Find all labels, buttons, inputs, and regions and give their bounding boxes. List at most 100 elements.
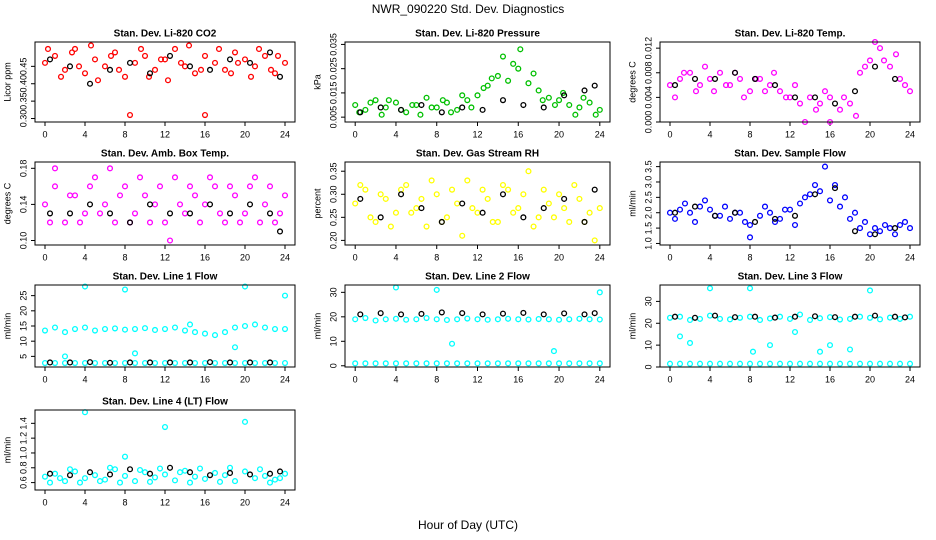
point bbox=[520, 214, 527, 221]
point bbox=[256, 219, 264, 226]
x-tick-label: 24 bbox=[905, 129, 915, 139]
point bbox=[71, 325, 79, 333]
point bbox=[561, 205, 568, 212]
point bbox=[836, 106, 844, 113]
point bbox=[438, 109, 445, 116]
panel: Stan. Dev. Line 2 Flow ml/min 0 4 8 12 16 20 24 0… bbox=[312, 272, 611, 384]
point bbox=[566, 316, 573, 323]
y-tick-label: 0.005 bbox=[328, 106, 338, 129]
point bbox=[216, 210, 224, 217]
point bbox=[131, 350, 139, 357]
point bbox=[796, 100, 804, 107]
point bbox=[776, 360, 784, 367]
point bbox=[580, 94, 587, 101]
point bbox=[782, 94, 790, 101]
point bbox=[106, 471, 114, 478]
point bbox=[696, 360, 704, 367]
point bbox=[164, 77, 172, 84]
point bbox=[61, 66, 69, 73]
point bbox=[776, 313, 784, 320]
point bbox=[261, 52, 269, 59]
point bbox=[545, 94, 552, 101]
point bbox=[676, 333, 684, 340]
point bbox=[56, 475, 64, 482]
x-tick-label: 8 bbox=[434, 252, 439, 262]
x-tick-label: 24 bbox=[280, 252, 290, 262]
panel-title: Stan. Dev. Li-820 Pressure bbox=[415, 29, 540, 40]
point bbox=[831, 100, 839, 107]
point bbox=[236, 219, 244, 226]
point bbox=[276, 210, 284, 217]
point bbox=[206, 359, 214, 366]
point bbox=[106, 165, 114, 172]
point bbox=[281, 470, 289, 477]
y-tick-label: 10 bbox=[643, 340, 653, 350]
point bbox=[413, 205, 420, 212]
point bbox=[711, 75, 719, 82]
point bbox=[382, 360, 389, 367]
point bbox=[545, 316, 552, 323]
point bbox=[61, 329, 69, 336]
point bbox=[781, 206, 789, 213]
point bbox=[816, 360, 824, 367]
panel-title: Stan. Dev. Line 1 Flow bbox=[113, 272, 218, 283]
point bbox=[706, 75, 714, 82]
point bbox=[101, 201, 109, 208]
point bbox=[146, 478, 154, 485]
point bbox=[71, 360, 79, 367]
point bbox=[246, 59, 254, 66]
point bbox=[811, 182, 819, 189]
point bbox=[816, 315, 824, 322]
point bbox=[106, 210, 114, 217]
point bbox=[266, 359, 274, 366]
point bbox=[676, 360, 684, 367]
point bbox=[91, 360, 99, 367]
point bbox=[357, 311, 364, 318]
point bbox=[428, 104, 435, 111]
plot-frame bbox=[34, 41, 296, 123]
point bbox=[234, 59, 242, 66]
point bbox=[826, 360, 834, 367]
point bbox=[266, 49, 274, 56]
point bbox=[66, 63, 74, 70]
point bbox=[251, 360, 259, 367]
point bbox=[111, 360, 119, 367]
point bbox=[474, 316, 481, 323]
point bbox=[161, 423, 169, 431]
point bbox=[776, 215, 784, 222]
point bbox=[711, 212, 719, 219]
point bbox=[831, 314, 839, 321]
point bbox=[746, 88, 754, 95]
point bbox=[876, 45, 884, 52]
point bbox=[836, 316, 844, 323]
y-tick-label: 0.20 bbox=[328, 232, 338, 250]
point bbox=[866, 287, 874, 294]
x-tick-label: 16 bbox=[200, 252, 210, 262]
x-tick-label: 8 bbox=[122, 374, 127, 384]
point bbox=[201, 111, 209, 119]
point bbox=[141, 52, 149, 59]
y-tick-label: 1.0 bbox=[643, 237, 653, 250]
point bbox=[61, 360, 69, 367]
point bbox=[561, 195, 568, 202]
point bbox=[468, 104, 475, 111]
point bbox=[382, 104, 389, 111]
point bbox=[901, 82, 909, 89]
point bbox=[251, 63, 259, 70]
point bbox=[464, 177, 471, 184]
y-tick-label: 0.35 bbox=[328, 162, 338, 180]
point bbox=[826, 314, 834, 321]
point bbox=[736, 360, 744, 367]
y-axis-title: kPa bbox=[312, 74, 322, 90]
point bbox=[197, 66, 205, 73]
point bbox=[271, 476, 279, 483]
point bbox=[116, 479, 124, 486]
point bbox=[146, 70, 154, 77]
x-tick-label: 12 bbox=[785, 374, 795, 384]
point bbox=[71, 468, 79, 475]
point bbox=[176, 469, 184, 476]
y-axis-title: ml/min bbox=[627, 190, 637, 217]
point bbox=[891, 313, 899, 320]
point bbox=[221, 329, 229, 336]
point bbox=[876, 316, 884, 323]
